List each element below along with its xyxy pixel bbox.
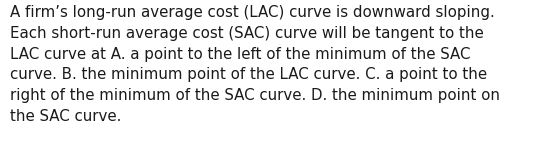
Text: A firm’s long-run average cost (LAC) curve is downward sloping.
Each short-run a: A firm’s long-run average cost (LAC) cur…: [10, 5, 500, 124]
